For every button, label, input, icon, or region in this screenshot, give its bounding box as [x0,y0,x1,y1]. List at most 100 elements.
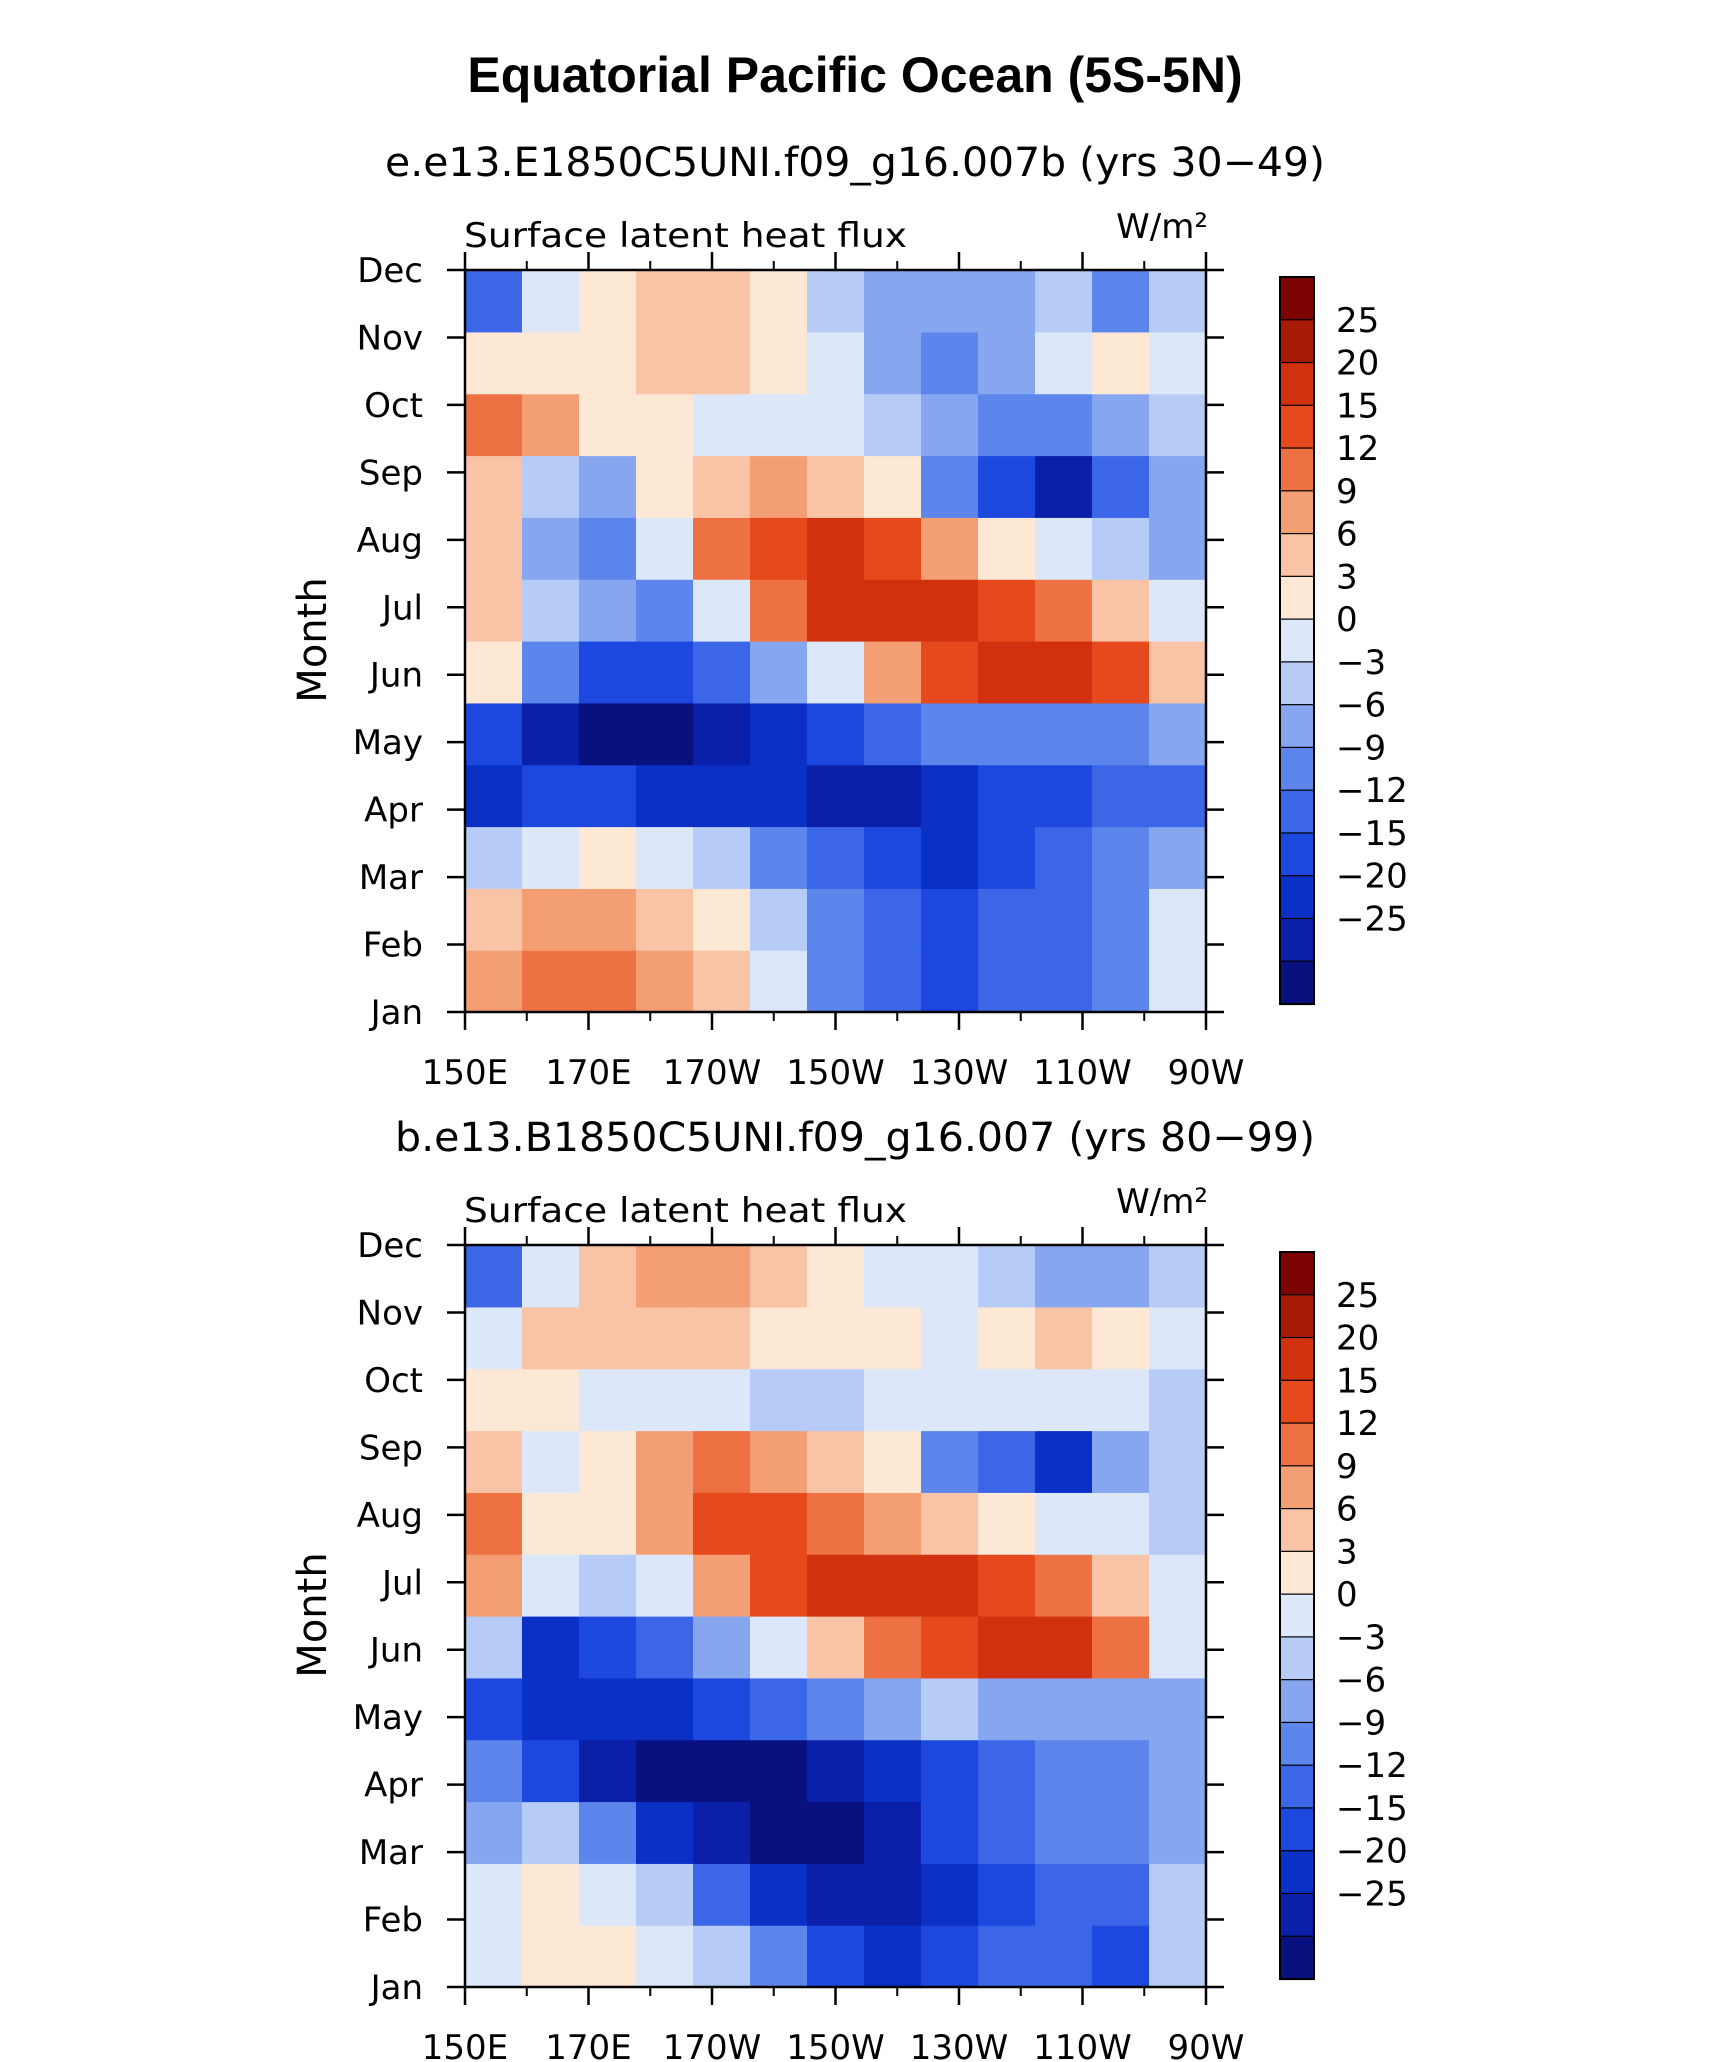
heatmap-cell [579,1554,637,1617]
x-tick-label: 170E [545,1053,631,1093]
heatmap-cell [921,1801,979,1864]
heatmap-cell [978,764,1036,828]
heatmap-cell [864,1368,922,1432]
heatmap-cell [1035,455,1093,518]
heatmap-cell [1035,1739,1093,1803]
colorbar-swatch [1279,361,1315,407]
heatmap-cell [864,331,922,395]
heatmap-cell [693,579,751,642]
heatmap-cell [864,1677,922,1741]
heatmap-cell [921,702,979,766]
heatmap-cell [1035,1368,1093,1432]
heatmap-cell [1092,1368,1150,1432]
heatmap-cell [1092,1492,1150,1555]
heatmap-cell [1035,1925,1093,1988]
heatmap-cell [921,1863,979,1926]
heatmap-cell [978,579,1036,642]
heatmap-cell [1149,888,1207,951]
heatmap-cell [522,455,580,518]
colorbar-label: −12 [1336,771,1408,811]
heatmap-cell [1092,1925,1150,1988]
heatmap-cell [750,1492,808,1555]
heatmap-cell [750,888,808,951]
heatmap-cell [1092,1801,1150,1864]
heatmap-cell [807,455,865,518]
heatmap-cell [864,826,922,889]
y-tick-label: Sep [359,1428,423,1468]
heatmap-cell [522,1925,580,1988]
heatmap-cell [522,1492,580,1555]
heatmap-cell [921,1616,979,1679]
heatmap-cell [465,1925,523,1988]
heatmap-cell [864,888,922,951]
heatmap-cell [579,1245,637,1308]
colorbar-swatch [1279,875,1315,920]
heatmap-cell [1092,579,1150,642]
heatmap-cell [1149,1616,1207,1679]
colorbar-label: 12 [1336,1404,1379,1444]
heatmap-cell [636,764,694,828]
heatmap-cell [864,1554,922,1617]
heatmap-cell [1092,1739,1150,1803]
heatmap-cell [978,1306,1036,1370]
heatmap-cell [1035,270,1093,333]
colorbar-label: −12 [1336,1746,1408,1786]
x-tick-label: 170W [663,2028,762,2062]
heatmap-cell [864,641,922,704]
colorbar-swatch [1279,404,1315,450]
heatmap-cell [693,950,751,1013]
heatmap-cell [1092,1677,1150,1741]
heatmap-cell [579,393,637,457]
heatmap-cell [1035,1430,1093,1493]
heatmap-cell [579,517,637,580]
panel-2-plot-area: Jan Feb Mar Apr May Jun Jul Aug Sep Oct Nov Dec 150E… [353,1226,1245,2062]
colorbar-swatch [1279,1465,1315,1510]
heatmap-cell [522,517,580,580]
heatmap-cell [807,764,865,828]
heatmap-cell [807,641,865,704]
heatmap-cell [1092,764,1150,828]
heatmap-cell [522,1554,580,1617]
heatmap-cell [693,702,751,766]
colorbar-frame [1279,276,1315,1005]
heatmap-cell [978,641,1036,704]
heatmap-cell [1092,331,1150,395]
heatmap-cell [864,1925,922,1988]
colorbar-label: −3 [1336,643,1386,683]
heatmap-cell [1092,888,1150,951]
heatmap-cell [807,1739,865,1803]
panel-1-units-label: W/m² [1116,207,1208,247]
heatmap-cell [864,1430,922,1493]
heatmap-cell [978,950,1036,1013]
colorbar-swatch [1279,532,1315,578]
x-tick-label: 150W [786,2028,885,2062]
colorbar-swatch [1279,1850,1315,1895]
heatmap-cell [1035,888,1093,951]
heatmap-cell [807,702,865,766]
panel-1-y-axis-title: Month [290,577,336,702]
heatmap-cell [921,641,979,704]
heatmap-cell [1149,579,1207,642]
heatmap-cell [636,270,694,333]
heatmap-cell [921,1925,979,1988]
heatmap-cell [1035,764,1093,828]
heatmap-cell [693,270,751,333]
heatmap-cell [921,1739,979,1803]
heatmap-cell [579,1368,637,1432]
heatmap-cell [1149,1863,1207,1926]
heatmap-cell [1035,1677,1093,1741]
y-tick-label: Jul [380,588,423,628]
heatmap-cell [693,1863,751,1926]
colorbar-swatch [1279,1507,1315,1553]
heatmap-cell [636,641,694,704]
heatmap-cell [636,579,694,642]
colorbar-label: 20 [1336,1319,1379,1359]
heatmap-cell [978,1368,1036,1432]
y-tick-label: Oct [364,1361,423,1401]
y-tick-label: Mar [359,1833,423,1873]
heatmap-cell [522,888,580,951]
heatmap-cell [522,764,580,828]
colorbar-label: −25 [1336,1874,1408,1914]
heatmap-cell [465,641,523,704]
